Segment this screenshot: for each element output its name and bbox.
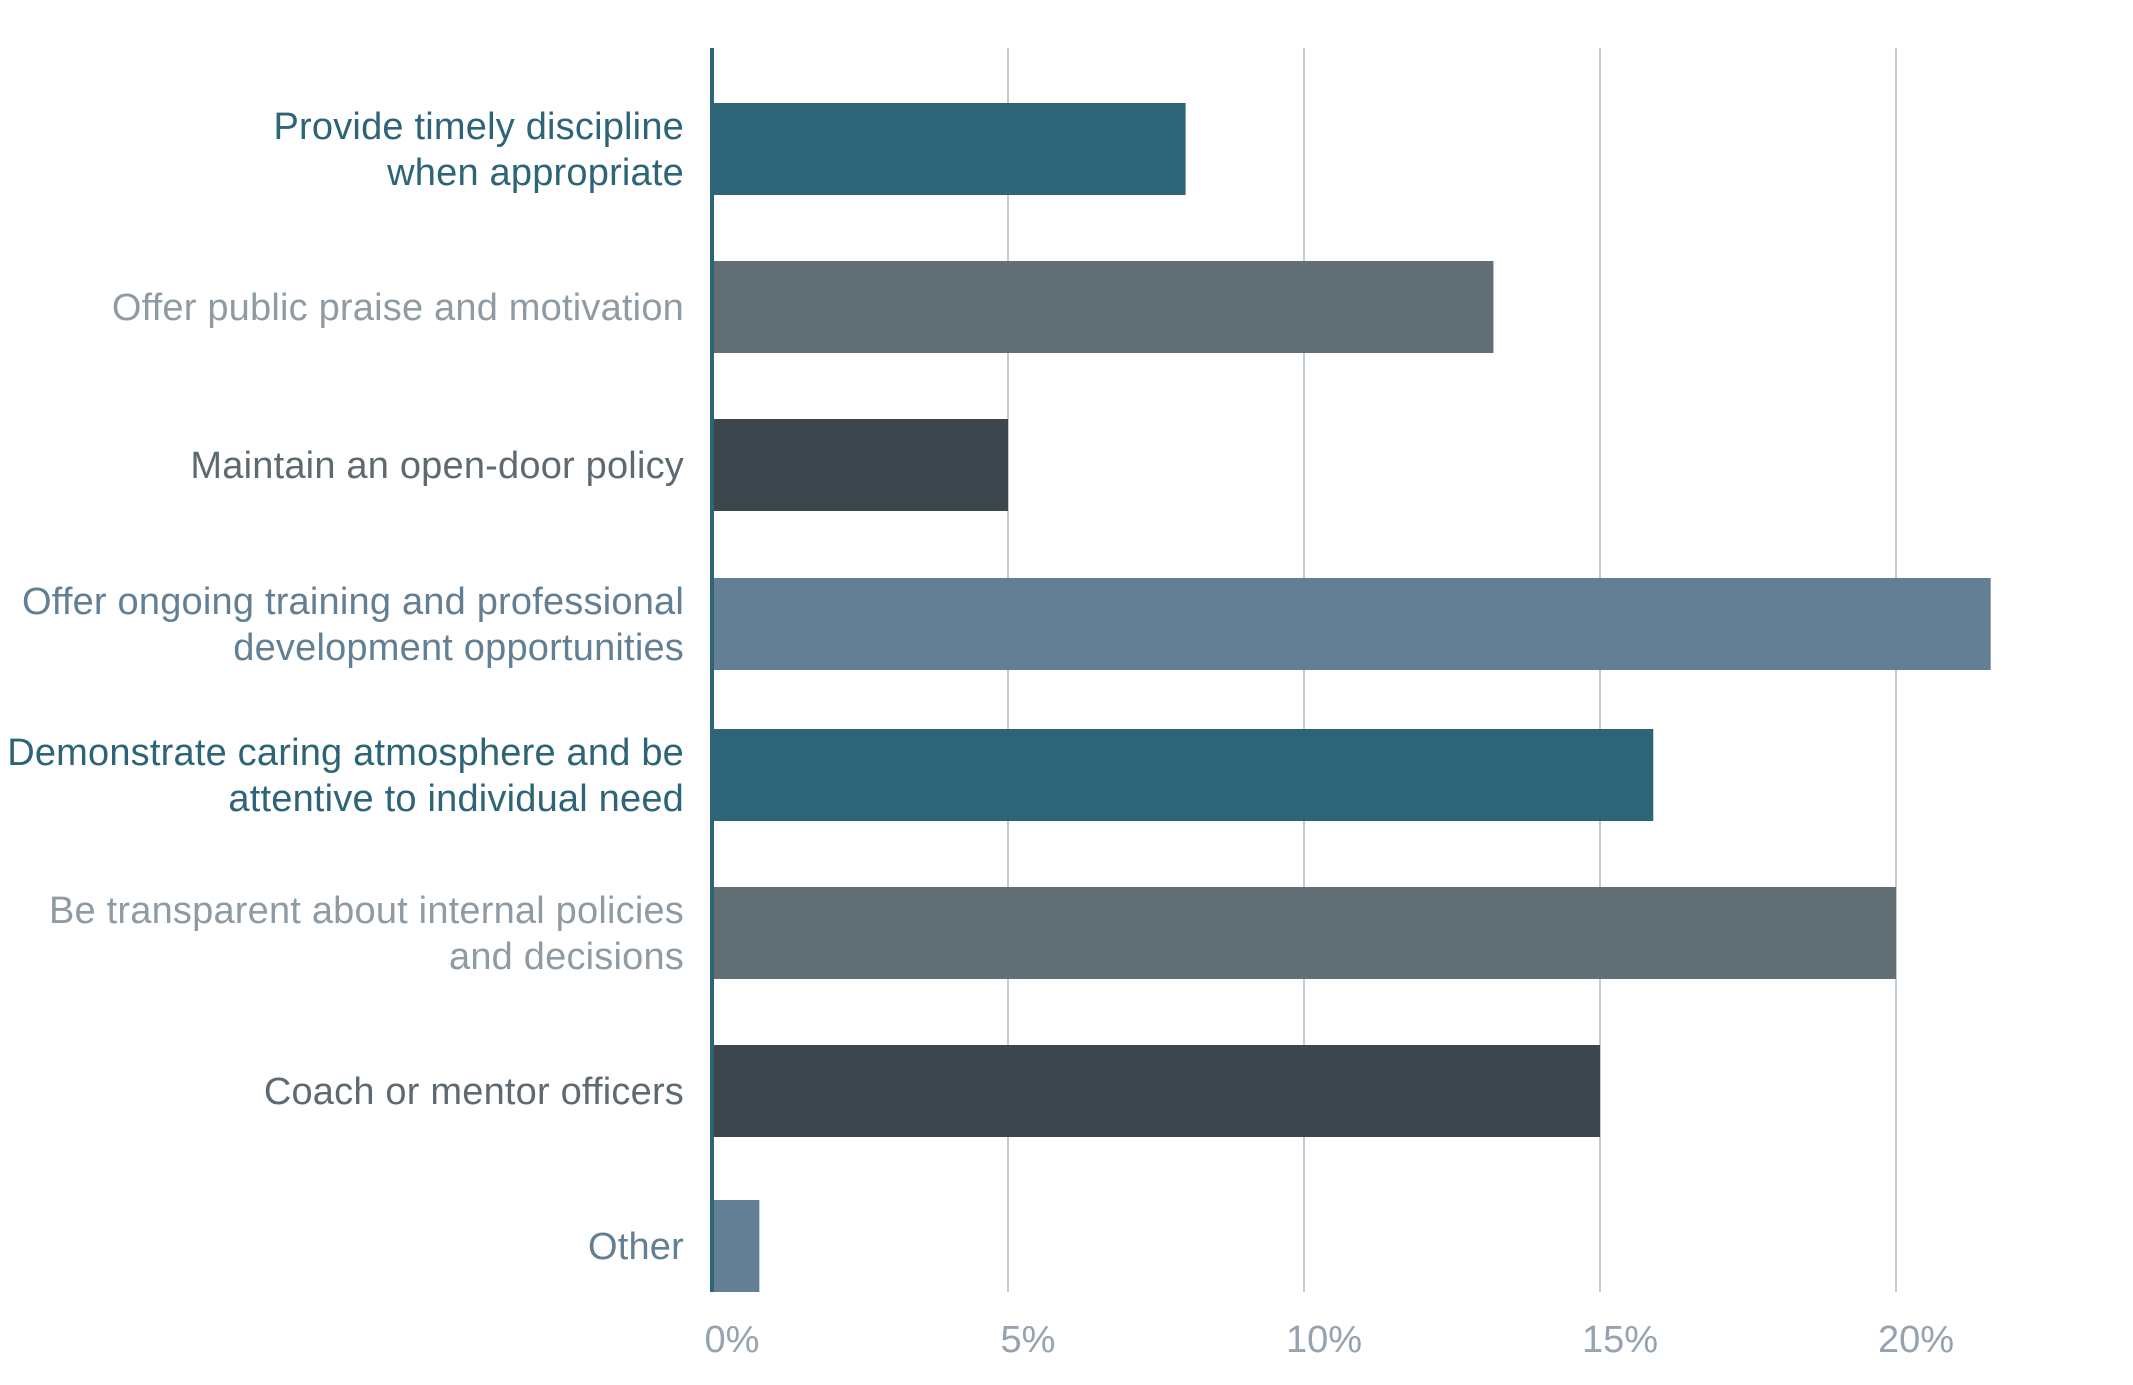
bar-2 — [712, 261, 1494, 353]
bar-1 — [712, 103, 1186, 195]
x-tick-labels: 0% 5% 10% 15% 20% — [705, 1319, 1954, 1361]
x-tick-label-10: 10% — [1286, 1319, 1362, 1361]
category-label-2: Offer public praise and motivation — [112, 287, 684, 329]
bar-3 — [712, 419, 1008, 511]
bar-8 — [712, 1200, 760, 1292]
bar-5 — [712, 729, 1654, 821]
bar-4 — [712, 578, 1991, 670]
category-label-8: Other — [588, 1226, 684, 1268]
x-tick-label-0: 0% — [705, 1319, 760, 1361]
x-tick-label-5: 5% — [1001, 1319, 1056, 1361]
category-label-6: Be transparent about internal policies an… — [49, 890, 684, 978]
category-label-4: Offer ongoing training and professional d… — [22, 581, 684, 669]
x-tick-label-20: 20% — [1878, 1319, 1954, 1361]
category-label-3: Maintain an open-door policy — [190, 445, 684, 487]
category-label-7: Coach or mentor officers — [264, 1071, 684, 1113]
category-label-5: Demonstrate caring atmosphere and be atte… — [7, 732, 684, 820]
bar-6 — [712, 887, 1896, 979]
x-tick-label-15: 15% — [1582, 1319, 1658, 1361]
bar-7 — [712, 1045, 1600, 1137]
category-label-1: Provide timely discipline when appropriat… — [274, 106, 685, 194]
bars — [712, 103, 1991, 1292]
category-labels: Provide timely discipline when appropriat… — [7, 106, 684, 1268]
